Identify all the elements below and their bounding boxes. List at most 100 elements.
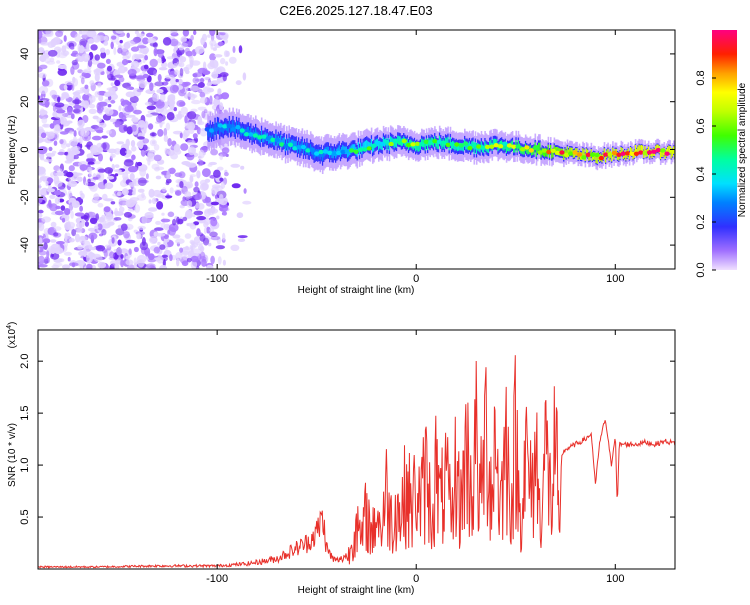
ridge-peak	[349, 148, 355, 153]
ridge-core	[484, 141, 486, 149]
noise-speck	[139, 54, 145, 59]
noise-speck	[126, 126, 133, 135]
colorbar: 0.0 0.2 0.4 0.6 0.8 Normalized spectral ampl…	[695, 30, 748, 278]
noise-speck	[78, 45, 85, 54]
ridge-peak	[371, 143, 377, 148]
noise-speck	[214, 99, 219, 105]
spectrogram-xlabel: Height of straight line (km)	[298, 285, 415, 296]
ridge-core	[495, 138, 497, 147]
ridge-peak	[318, 149, 324, 155]
ridge-core	[250, 127, 252, 136]
noise-speck	[149, 42, 158, 47]
noise-speck	[197, 106, 207, 111]
noise-speck	[104, 220, 115, 227]
noise-speck	[129, 95, 139, 103]
noise-speck	[87, 38, 95, 44]
ridge-core	[354, 144, 356, 152]
ridge-peak	[463, 141, 469, 146]
ridge-core	[492, 139, 495, 147]
noise-speck	[202, 70, 211, 75]
ridge-core	[394, 139, 397, 147]
snr-panel: -100 0 100 0.5 1.0 1.5 2.0 Height of straight …	[6, 322, 676, 596]
noise-speck	[151, 132, 155, 137]
colorbar-tick-label: 0.0	[695, 262, 707, 277]
noise-speck	[179, 181, 184, 189]
noise-speck	[192, 77, 200, 84]
noise-speck	[118, 200, 128, 206]
noise-speck	[155, 220, 162, 225]
ridge-core	[642, 145, 644, 154]
noise-speck	[156, 201, 164, 210]
ridge-core	[214, 122, 216, 130]
noise-speck	[146, 32, 154, 38]
noise-speck	[96, 35, 106, 41]
noise-speck	[117, 47, 123, 54]
ridge-peak	[279, 142, 285, 147]
noise-speck	[166, 112, 175, 121]
noise-speck	[176, 100, 186, 107]
y-tick-label: 0	[19, 146, 31, 152]
ridge-core	[489, 140, 491, 149]
noise-speck	[146, 105, 156, 111]
ridge-peak	[664, 151, 670, 156]
noise-speck	[80, 30, 90, 36]
noise-speck	[142, 138, 150, 144]
noise-speck	[142, 48, 148, 55]
ridge-core	[473, 146, 476, 154]
ridge-peak	[340, 149, 346, 155]
noise-speck	[167, 138, 172, 147]
noise-speck	[50, 252, 60, 260]
ridge-core	[628, 151, 631, 160]
noise-speck	[147, 37, 157, 44]
ridge-peak	[581, 155, 587, 160]
ridge-core	[436, 141, 439, 149]
ridge-peak	[244, 132, 250, 137]
noise-speck	[219, 32, 226, 36]
noise-speck	[129, 173, 135, 181]
noise-speck	[169, 77, 178, 86]
noise-speck	[42, 176, 48, 182]
ridge-core	[367, 141, 369, 149]
ridge-peak	[414, 141, 420, 146]
ridge-core	[466, 141, 468, 150]
ridge-core	[536, 145, 539, 153]
ridge-core	[585, 148, 588, 157]
noise-speck	[148, 199, 152, 204]
ridge-peak	[274, 137, 280, 143]
noise-speck	[81, 53, 91, 62]
noise-speck	[200, 77, 205, 83]
noise-speck	[45, 152, 56, 157]
noise-speck	[215, 96, 219, 100]
y-tick-label: 20	[19, 96, 31, 108]
noise-speck	[116, 247, 123, 256]
noise-speck	[79, 128, 90, 137]
noise-speck	[67, 190, 73, 200]
ridge-peak	[550, 148, 556, 153]
noise-speck	[190, 260, 198, 269]
noise-speck	[175, 238, 185, 244]
noise-speck	[52, 36, 61, 45]
noise-speck	[105, 58, 111, 64]
noise-speck	[110, 201, 116, 205]
noise-speck	[186, 139, 196, 146]
noise-speck	[190, 255, 199, 263]
ridge-core	[456, 143, 459, 152]
noise-speck	[136, 194, 147, 201]
ridge-peak	[213, 127, 219, 132]
noise-speck	[230, 163, 241, 168]
noise-speck	[237, 238, 246, 242]
noise-speck	[193, 30, 197, 36]
noise-speck	[88, 168, 92, 178]
noise-speck	[137, 225, 146, 230]
x-tick-label: 0	[413, 273, 419, 285]
ridge-peak	[322, 149, 328, 154]
ridge-core	[246, 127, 249, 135]
noise-speck	[45, 180, 49, 187]
noise-speck	[117, 171, 124, 175]
noise-speck	[54, 197, 61, 205]
noise-speck	[223, 50, 229, 58]
ridge-core	[588, 153, 590, 161]
noise-speck	[144, 55, 149, 61]
noise-speck	[44, 100, 50, 108]
noise-speck	[158, 67, 168, 71]
